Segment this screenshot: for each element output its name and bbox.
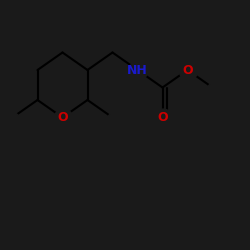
Text: O: O	[57, 111, 68, 124]
Text: O: O	[157, 111, 168, 124]
Text: O: O	[182, 64, 193, 76]
Text: NH: NH	[127, 64, 148, 76]
